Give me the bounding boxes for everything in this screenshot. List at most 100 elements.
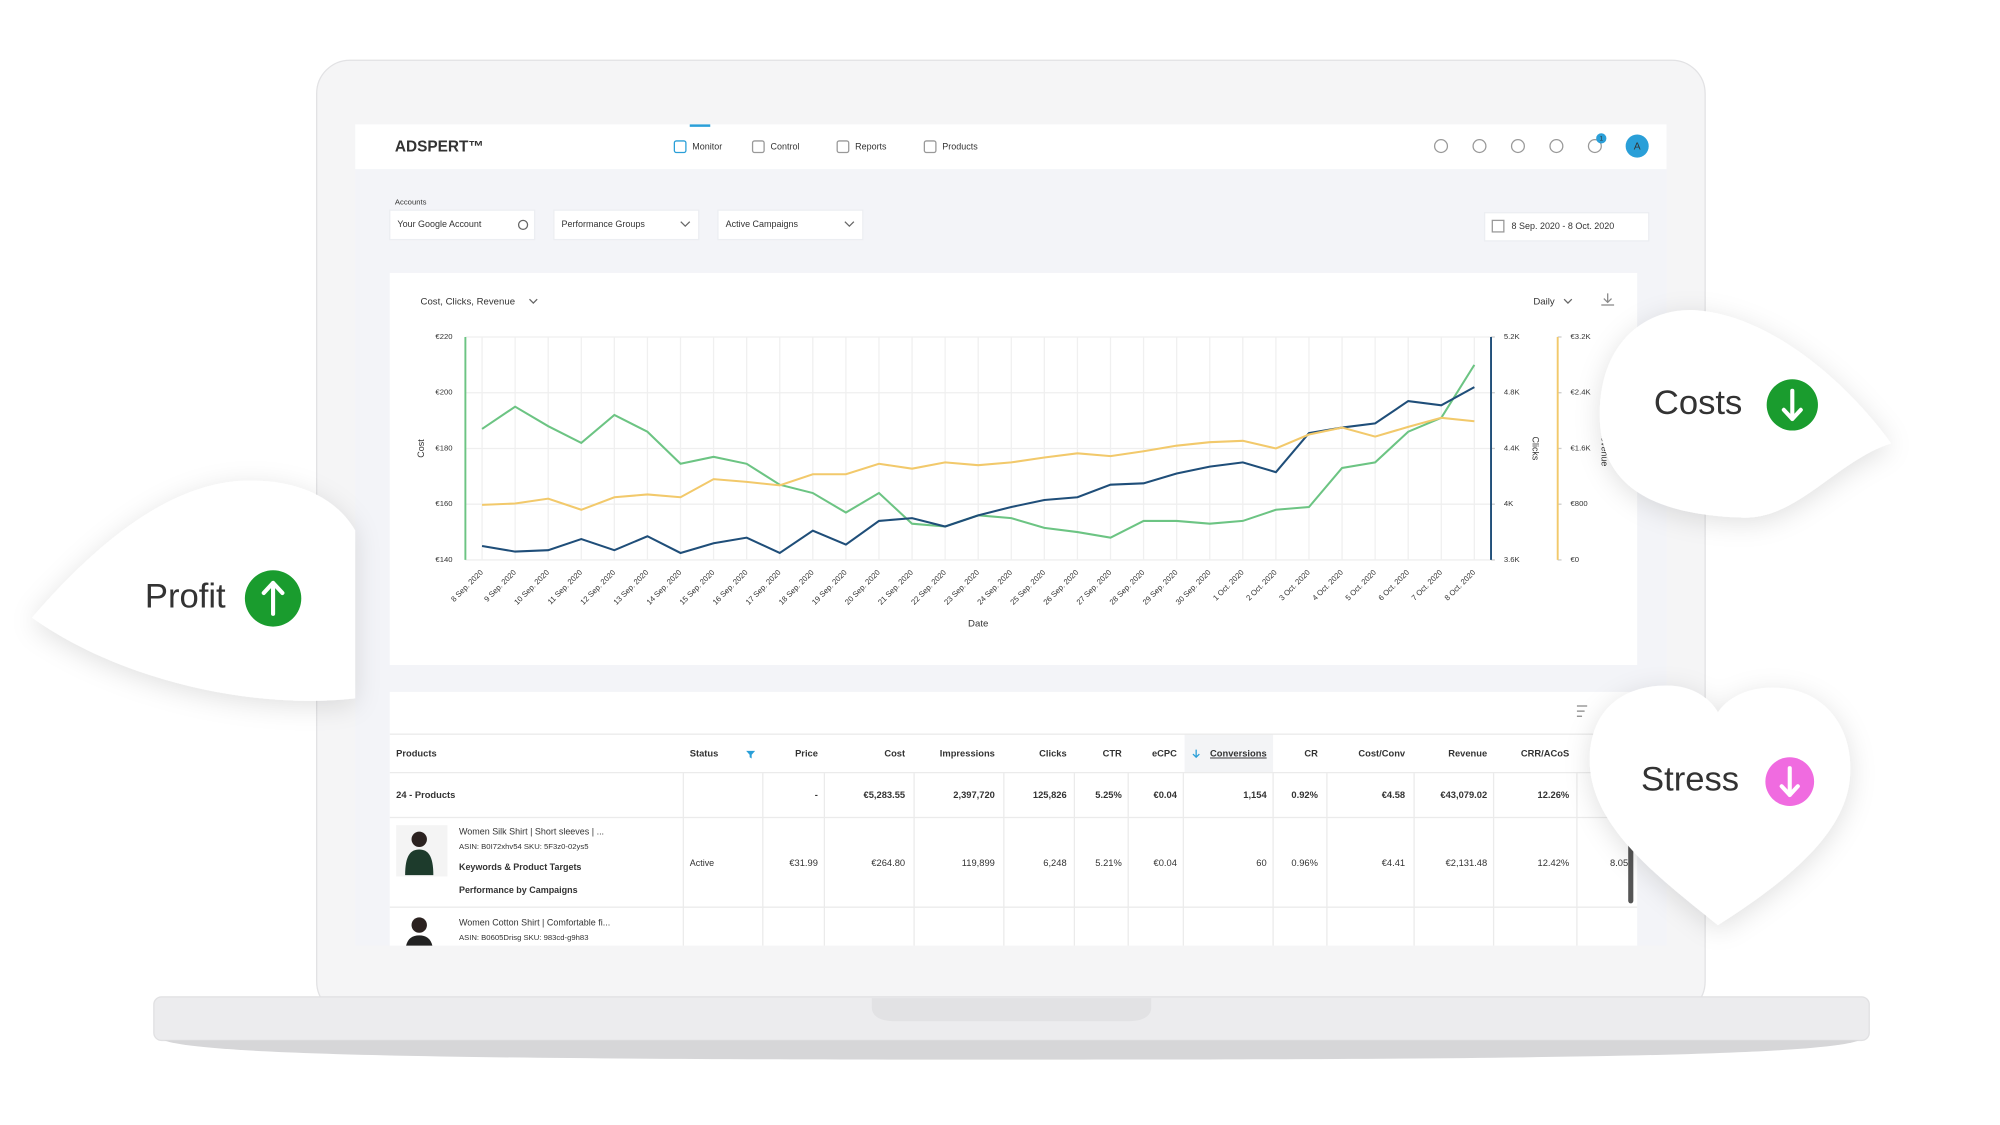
filter-dropdown[interactable] — [553, 209, 700, 241]
y-tick-label: €140 — [435, 555, 452, 564]
column-header[interactable]: CRR/ACoS — [1521, 749, 1569, 759]
callout-arrow — [1779, 766, 1800, 798]
y-tick-label: 5.2K — [1504, 332, 1521, 341]
table-settings-icon[interactable] — [1576, 705, 1588, 717]
nav-item[interactable]: Products — [942, 142, 978, 152]
product-name[interactable]: Women Cotton Shirt | Comfortable fi... — [459, 918, 610, 928]
row-cell: 8.05 — [1610, 858, 1628, 868]
column-header[interactable]: Products — [396, 749, 437, 759]
y-tick-label: €180 — [435, 443, 452, 452]
column-header[interactable]: CTR — [1103, 749, 1122, 759]
y-tick-label: €2.4K — [1571, 388, 1592, 397]
summary-cell: 2,397,720 — [953, 790, 995, 800]
x-axis-title: Date — [968, 619, 988, 630]
column-header[interactable]: Impressions — [940, 749, 995, 759]
column-header[interactable]: Status — [690, 749, 719, 759]
column-header[interactable]: Cost/Conv — [1358, 749, 1406, 759]
callout-arrow — [1781, 388, 1803, 422]
column-header[interactable]: CR — [1304, 749, 1318, 759]
nav-tool-icon[interactable] — [1433, 139, 1449, 154]
y-tick-label: €160 — [435, 499, 452, 508]
summary-cell: - — [815, 790, 818, 800]
nav-icon — [836, 140, 850, 154]
nav-tool-icon[interactable] — [1587, 139, 1602, 154]
nav-icon — [673, 140, 687, 154]
status: Active — [690, 858, 714, 868]
y-tick-label: 4.4K — [1504, 443, 1521, 452]
column-header[interactable]: Conversions — [1210, 749, 1267, 759]
logo: ADSPERT™ — [395, 138, 484, 155]
avatar[interactable] — [1625, 134, 1649, 158]
row-cell: 6,248 — [1043, 858, 1066, 868]
filter-icon[interactable] — [746, 750, 756, 759]
clear-icon — [517, 219, 529, 230]
callout-bubble — [32, 480, 356, 701]
nav-tool-icon[interactable] — [1510, 139, 1525, 154]
product-image-body — [405, 849, 434, 876]
summary-cell: 1,154 — [1243, 790, 1267, 800]
column-header[interactable]: Cost — [884, 749, 905, 759]
chevron — [844, 221, 855, 228]
row-cell: 60 — [1256, 858, 1266, 868]
nav-item[interactable]: Control — [771, 142, 800, 152]
filter-label: Accounts — [395, 197, 427, 206]
filter-dropdown[interactable] — [389, 209, 536, 241]
nav-tool-icon[interactable] — [1549, 139, 1564, 154]
column-header[interactable]: Price — [795, 749, 818, 759]
y-tick-label: €0 — [1571, 555, 1580, 564]
callout-bubble — [1599, 309, 1892, 518]
summary-cell: €5,283.55 — [864, 790, 906, 800]
calendar-icon — [1491, 219, 1505, 233]
y-tick-label: €200 — [435, 388, 452, 397]
product-ids: ASIN: B0I72xhv54 SKU: 5F3z0-02ys5 — [459, 842, 589, 851]
series-line — [481, 386, 1475, 555]
row-cell: 119,899 — [962, 858, 995, 868]
download-icon[interactable] — [1601, 293, 1615, 306]
filter-text: Performance Groups — [562, 219, 646, 229]
product-link[interactable]: Performance by Campaigns — [459, 885, 578, 895]
product-name[interactable]: Women Silk Shirt | Short sleeves | ... — [459, 827, 604, 837]
summary-cell: 5.25% — [1095, 790, 1122, 800]
y-tick-label: 4.8K — [1504, 388, 1521, 397]
nav-item[interactable]: Reports — [855, 142, 887, 152]
chevron — [1563, 298, 1573, 304]
row-cell: €0.04 — [1154, 858, 1177, 868]
interval-select[interactable]: Daily — [1533, 296, 1555, 307]
callout-arrow — [261, 580, 285, 616]
product-ids: ASIN: B0605Drisg SKU: 983cd-g9h83 — [459, 933, 589, 942]
callout-bubble — [1589, 685, 1851, 926]
chevron — [680, 221, 691, 228]
y-tick-label: 3.6K — [1504, 555, 1521, 564]
y-axis-title: Cost — [416, 439, 426, 458]
series-line — [482, 416, 1475, 511]
y-tick-label: €1.6K — [1571, 443, 1592, 452]
product-image-head — [411, 831, 427, 847]
summary-cell: 0.92% — [1291, 790, 1318, 800]
nav-icon — [751, 140, 765, 154]
chevron — [529, 298, 538, 304]
badge — [1596, 133, 1607, 144]
row-cell: €2,131.48 — [1446, 858, 1488, 868]
y3-axis-title: Revenue — [1599, 431, 1609, 467]
summary-cell: €4.58 — [1382, 790, 1405, 800]
nav-item[interactable]: Monitor — [692, 142, 722, 152]
row-cell: 0.96% — [1291, 858, 1318, 868]
summary-cell: 125,826 — [1033, 790, 1067, 800]
date-picker[interactable] — [1483, 212, 1650, 242]
row-cell: 12.42% — [1538, 858, 1570, 868]
nav-active-indicator — [689, 124, 711, 127]
summary-cell: €43,079.02 — [1440, 790, 1487, 800]
filter-dropdown[interactable] — [717, 209, 864, 241]
summary-label: 24 - Products — [396, 790, 455, 800]
screen: ADSPERT™ Monitor Control Reports Products 1 A A… — [355, 124, 1667, 946]
column-header[interactable]: eCPC — [1152, 749, 1177, 759]
column-header[interactable]: Revenue — [1448, 749, 1487, 759]
nav-tool-icon[interactable] — [1472, 139, 1487, 154]
y-tick-label: €800 — [1571, 499, 1588, 508]
avatar-text: A — [1634, 141, 1641, 152]
product-link[interactable]: Keywords & Product Targets — [459, 862, 581, 872]
chart-title[interactable]: Cost, Clicks, Revenue — [421, 296, 516, 307]
column-header[interactable]: Clicks — [1039, 749, 1067, 759]
